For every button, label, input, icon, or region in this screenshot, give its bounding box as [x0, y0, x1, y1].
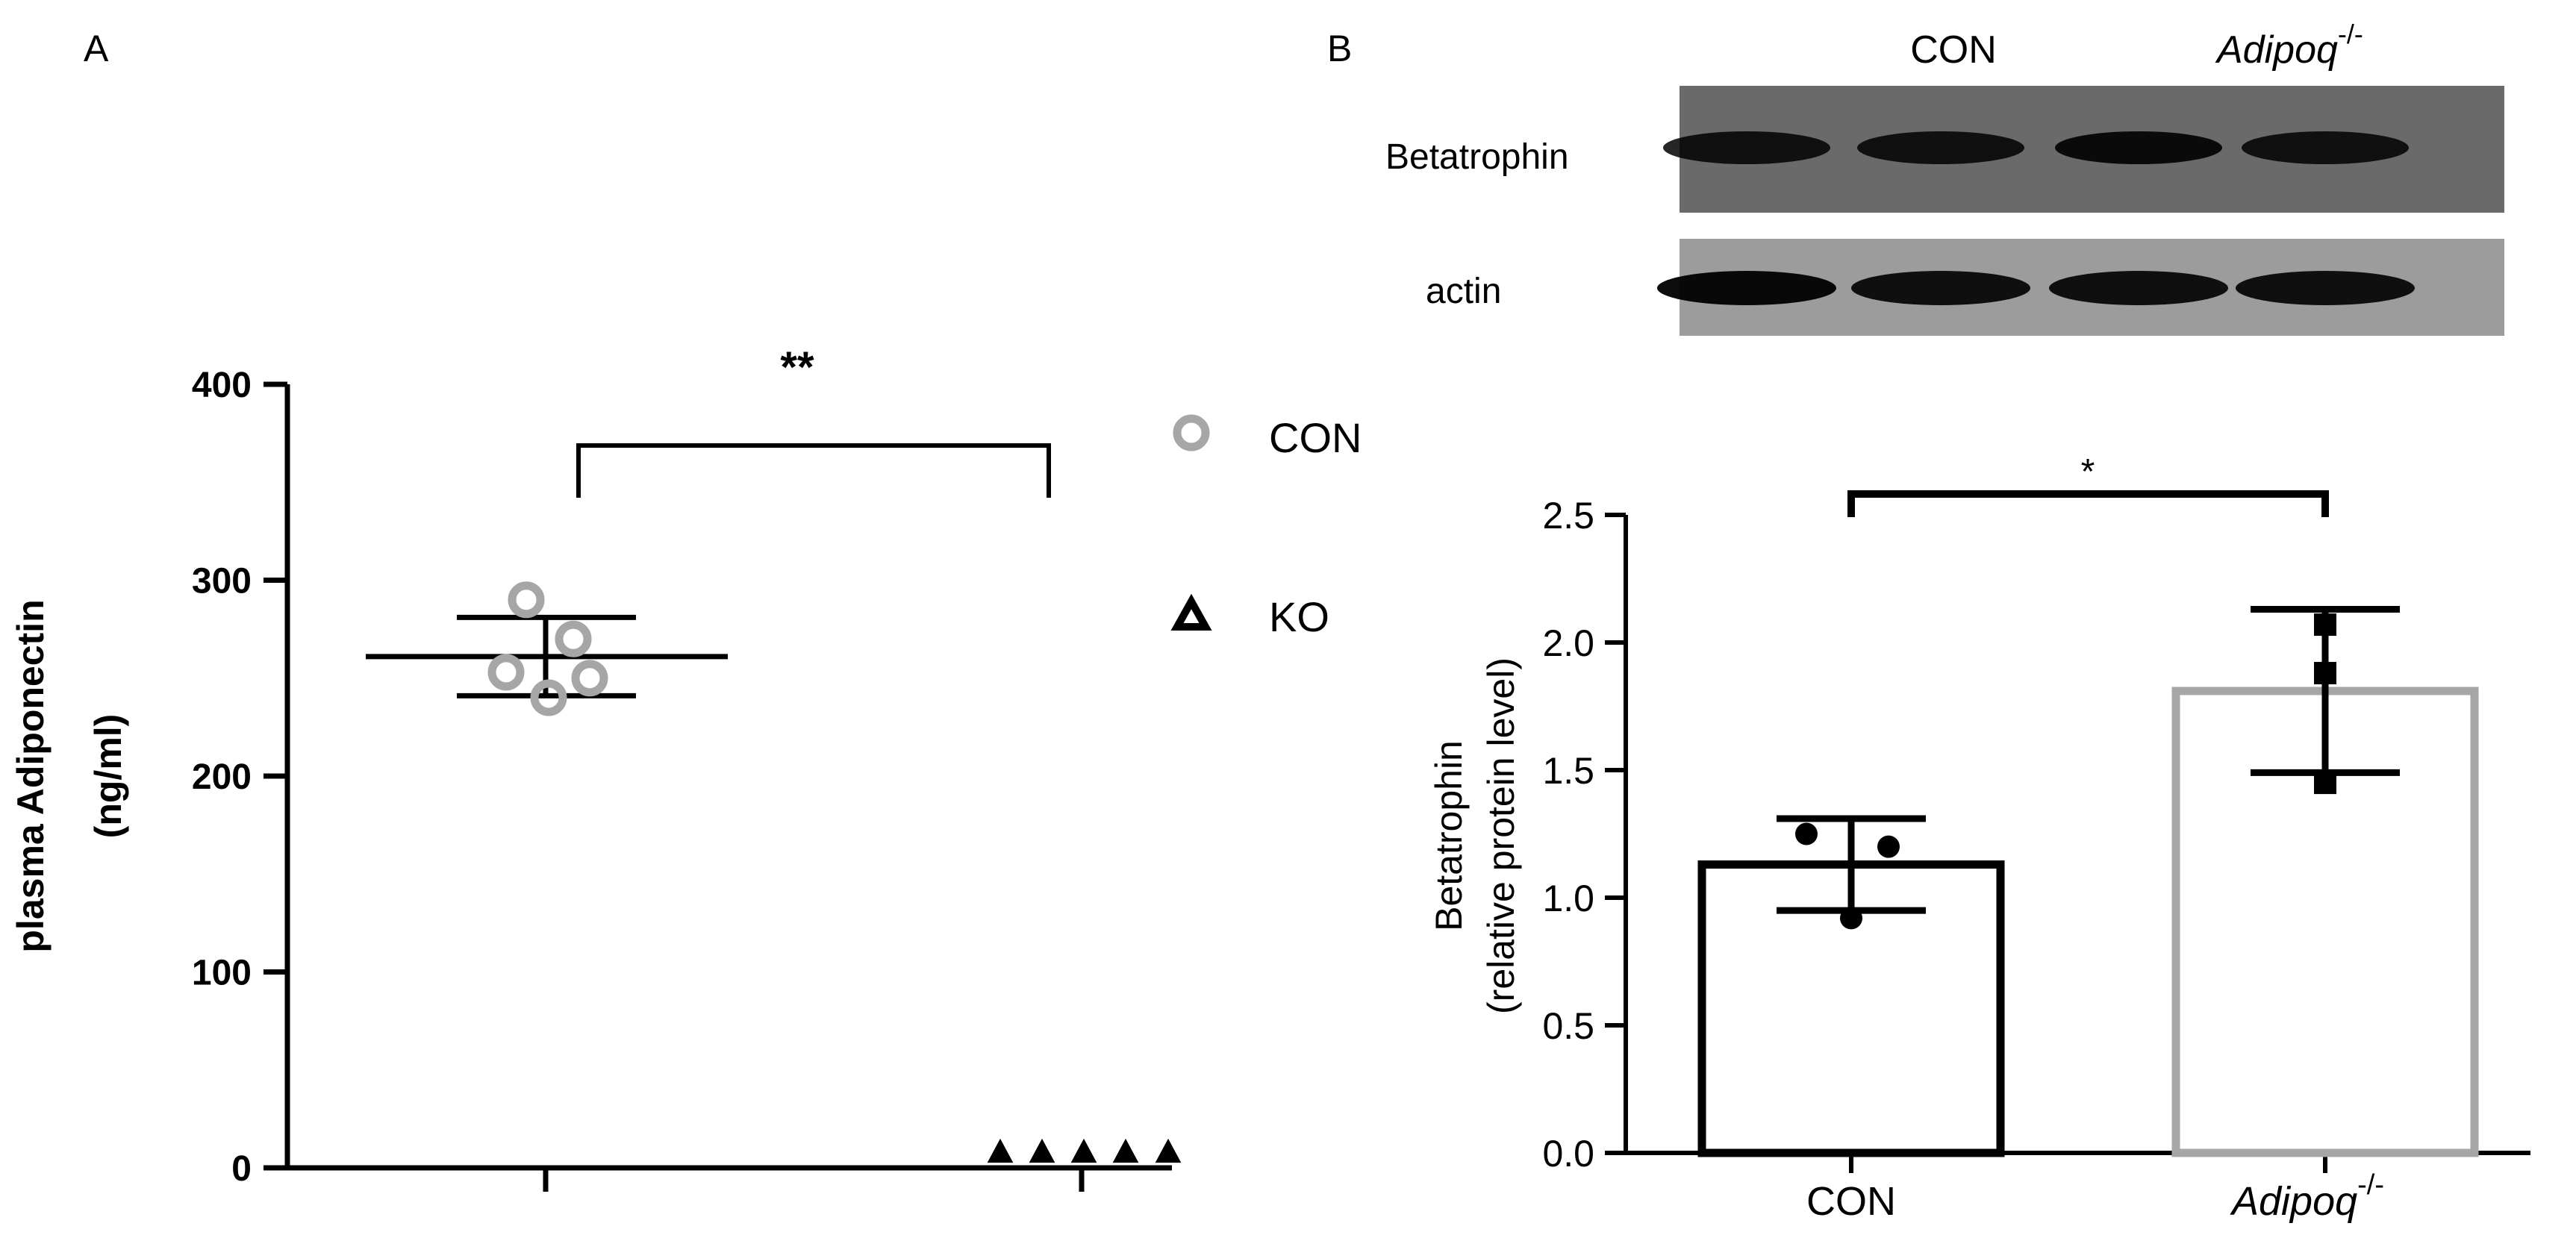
legend-ko-label: KO — [1269, 593, 1329, 640]
panel-a-axes — [284, 384, 1172, 1192]
panel-a-label: A — [84, 28, 109, 69]
panel-a-con-point — [555, 620, 592, 657]
panel-b-y-tick-label: 1.5 — [1542, 750, 1594, 792]
panel-b-x-tick-label-con: CON — [1806, 1179, 1896, 1224]
panel-b-significance: * — [2081, 452, 2095, 492]
panel-a-data-points — [487, 581, 1182, 1163]
panel-a-significance-bracket — [576, 443, 1051, 498]
blot-column-con-label: CON — [1910, 28, 1997, 72]
panel-b-con-point — [1840, 907, 1862, 930]
panel-b-y-tick-label: 2.5 — [1542, 495, 1594, 537]
blot-betatrophin-band — [2055, 131, 2222, 164]
panel-b-x-tick-label-ko: Adipoq-/- — [2230, 1169, 2384, 1224]
panel-a-y-tick-label: 300 — [192, 562, 252, 601]
blot-betatrophin-band — [2242, 131, 2409, 164]
panel-a-y-tick-label: 0 — [231, 1149, 252, 1189]
panel-b-con-point — [1877, 835, 1900, 858]
blot-actin-band — [1851, 271, 2030, 305]
panel-a-y-tick-label: 400 — [192, 366, 252, 405]
panel-a-significance: ** — [780, 343, 814, 392]
blot-betatrophin-band — [1857, 131, 2024, 164]
panel-a-ko-point — [1112, 1138, 1139, 1163]
panel-a-y-ticks: 0 100 200 300 400 — [192, 366, 287, 1189]
panel-b-bars — [1697, 606, 2479, 1157]
blot-row-betatrophin-label: Betatrophin — [1385, 137, 1569, 177]
blot-actin-band — [2049, 271, 2228, 305]
blot-betatrophin-band — [1663, 131, 1830, 164]
panel-a-ko-point — [1029, 1138, 1055, 1163]
panel-b-y-tick-label: 0.0 — [1542, 1133, 1594, 1175]
panel-b-y-label-line1: Betatrophin — [1428, 740, 1470, 931]
panel-a-y-label-line1: plasma Adiponectin — [10, 599, 52, 952]
blot-actin-band — [2236, 271, 2415, 305]
panel-b-y-label-line2: (relative protein level) — [1480, 657, 1522, 1014]
blot-bands — [1657, 131, 2415, 305]
panel-a-con-point — [508, 581, 545, 619]
panel-a-con-mean-sd — [366, 614, 728, 698]
panel-a-con-point — [571, 660, 608, 697]
blot-column-ko-label: Adipoq-/- — [2215, 19, 2363, 72]
panel-b-significance-bracket — [1847, 490, 2329, 517]
panel-a-con-point — [530, 679, 567, 716]
panel-a-ko-point — [987, 1138, 1014, 1163]
legend-con-label: CON — [1269, 414, 1362, 461]
panel-b-y-tick-label: 0.5 — [1542, 1005, 1594, 1047]
panel-a-legend: CON KO — [1170, 414, 1362, 640]
panel-b-ko-point — [2314, 662, 2336, 685]
blot-row-actin-label: actin — [1426, 272, 1501, 311]
panel-a-ko-point — [1155, 1138, 1182, 1163]
panel-a-y-tick-label: 100 — [192, 954, 252, 993]
blot-actin-band — [1657, 271, 1836, 305]
panel-a-con-point — [487, 654, 525, 691]
panel-b-label: B — [1327, 28, 1352, 69]
panel-b-ko-point — [2314, 772, 2336, 795]
panel-a-y-tick-label: 200 — [192, 757, 252, 797]
panel-b-con-point — [1795, 822, 1818, 845]
panel-b-y-tick-label: 2.0 — [1542, 622, 1594, 664]
panel-b-y-tick-label: 1.0 — [1542, 878, 1594, 919]
panel-a-y-label-line2: (ng/ml) — [87, 714, 129, 839]
legend-con-circle-icon — [1173, 414, 1210, 451]
panel-b-ko-point — [2314, 613, 2336, 637]
legend-ko-triangle-icon — [1170, 593, 1212, 631]
panel-b-y-ticks: 0.0 0.5 1.0 1.5 2.0 2.5 — [1542, 495, 1626, 1175]
panel-a-ko-point — [1070, 1138, 1097, 1163]
panel-b-axes — [1623, 515, 2530, 1173]
